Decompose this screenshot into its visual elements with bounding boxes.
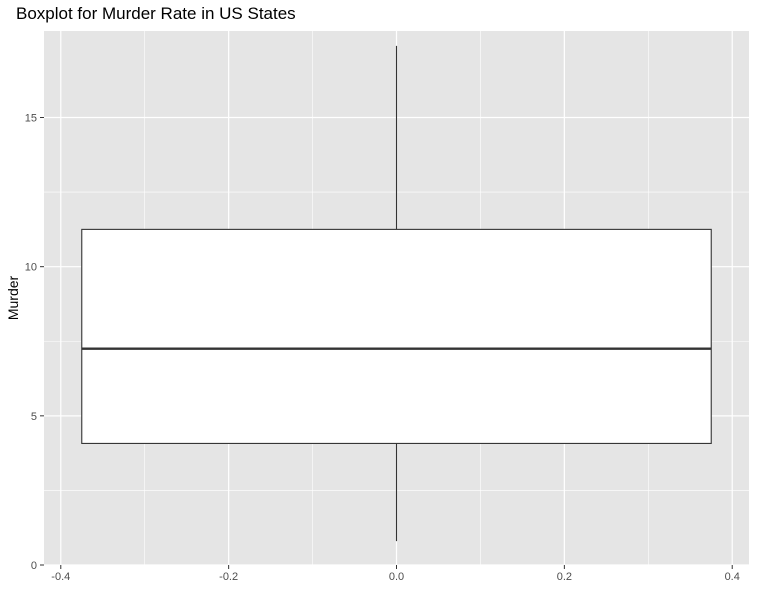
boxplot — [81, 45, 712, 542]
x-tick-label: 0.0 — [389, 571, 404, 583]
box-iqr — [81, 228, 712, 444]
y-tick-label: 5 — [31, 411, 37, 423]
x-tick-label: 0.2 — [557, 571, 572, 583]
x-tick-label: -0.2 — [219, 571, 238, 583]
x-tick-label: -0.4 — [51, 571, 70, 583]
chart-title: Boxplot for Murder Rate in US States — [16, 4, 296, 23]
y-axis: 0 5 10 15 — [25, 113, 44, 572]
y-axis-title: Murder — [5, 275, 21, 320]
y-tick-label: 10 — [25, 262, 37, 274]
y-tick-label: 0 — [31, 560, 37, 572]
y-tick-label: 15 — [25, 113, 37, 125]
x-axis: -0.4 -0.2 0.0 0.2 0.4 — [51, 565, 740, 583]
x-tick-label: 0.4 — [725, 571, 740, 583]
